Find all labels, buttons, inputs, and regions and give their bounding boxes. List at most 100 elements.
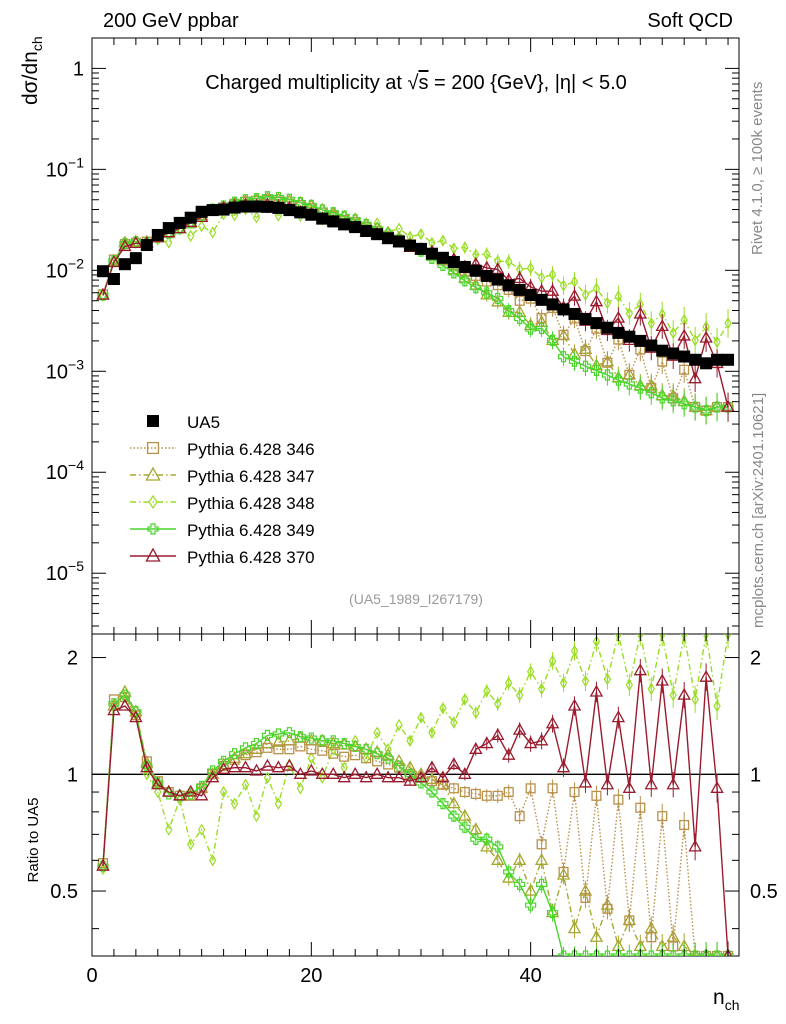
- data-point: [183, 784, 198, 797]
- data-point: [612, 950, 624, 956]
- y-tick-label-main: 10−5: [46, 558, 84, 585]
- data-point: [274, 797, 283, 810]
- data-point: [96, 858, 110, 871]
- data-point: [613, 794, 624, 805]
- data-point: [428, 726, 436, 739]
- data-point: [470, 833, 482, 845]
- data-point: [145, 547, 161, 562]
- y-tick-label-ratio: 0.5: [50, 881, 78, 903]
- data-point: [567, 921, 582, 934]
- data-point: [480, 736, 494, 749]
- legend-item-ua5: UA5: [147, 413, 220, 432]
- data-point: [284, 744, 295, 755]
- chart-title: Charged multiplicity at √s = 200 {GeV}, …: [205, 72, 627, 94]
- data-point: [634, 382, 646, 394]
- data-point: [701, 948, 711, 956]
- data-point: [197, 823, 206, 836]
- data-point: [712, 948, 722, 956]
- data-point: [148, 494, 158, 510]
- data-point: [699, 330, 713, 343]
- data-point: [261, 200, 274, 213]
- data-point: [447, 255, 460, 268]
- data-point: [241, 778, 250, 791]
- data-point: [656, 392, 668, 404]
- data-point: [197, 220, 206, 233]
- data-point: [558, 866, 569, 878]
- data-point: [492, 292, 504, 305]
- data-point: [545, 716, 560, 729]
- data-point: [623, 950, 635, 956]
- data-point: [534, 853, 549, 865]
- data-point: [350, 750, 361, 761]
- data-point: [669, 688, 677, 702]
- data-point: [154, 785, 162, 799]
- data-point: [700, 357, 713, 370]
- data-point: [548, 268, 557, 282]
- data-point: [239, 200, 252, 213]
- data-point: [578, 775, 593, 788]
- data-point: [667, 950, 679, 956]
- data-point: [691, 948, 700, 956]
- data-point: [305, 732, 317, 744]
- data-point: [349, 221, 362, 234]
- data-point: [602, 903, 613, 914]
- data-point: [614, 290, 623, 303]
- data-point: [151, 775, 165, 788]
- data-point: [647, 317, 655, 330]
- data-point: [339, 751, 350, 762]
- data-point: [480, 269, 493, 282]
- data-point: [557, 303, 570, 316]
- data-point: [656, 344, 669, 357]
- data-point: [239, 742, 252, 754]
- data-point: [603, 296, 612, 310]
- data-point: [272, 728, 285, 740]
- data-point: [483, 684, 491, 698]
- data-point: [404, 239, 417, 252]
- series-ua5: [96, 200, 735, 370]
- data-point: [437, 798, 449, 810]
- data-point: [316, 212, 329, 225]
- data-point: [688, 839, 702, 852]
- data-point: [147, 415, 159, 427]
- data-point: [470, 788, 481, 799]
- data-point: [689, 401, 701, 413]
- data-point: [271, 760, 286, 773]
- data-point: [414, 242, 427, 255]
- data-point: [173, 216, 186, 229]
- data-point: [371, 748, 383, 760]
- data-point: [318, 771, 326, 784]
- data-point: [667, 395, 679, 407]
- data-point: [567, 698, 582, 711]
- data-point: [505, 255, 513, 268]
- data-point: [512, 271, 527, 284]
- data-point: [260, 758, 275, 771]
- data-point: [426, 786, 438, 798]
- data-point: [186, 229, 195, 243]
- data-point: [458, 766, 472, 779]
- data-point: [689, 353, 702, 366]
- data-point: [240, 750, 251, 761]
- ratio-series-pythia-6.428-370: [96, 658, 733, 956]
- data-point: [625, 678, 634, 692]
- data-point: [569, 786, 580, 798]
- data-point: [436, 251, 449, 264]
- data-point: [263, 771, 272, 784]
- data-point: [601, 321, 614, 334]
- data-point: [592, 635, 601, 648]
- data-point: [360, 743, 372, 755]
- data-point: [581, 674, 590, 688]
- data-point: [679, 364, 690, 375]
- data-point: [119, 689, 131, 701]
- data-point: [559, 676, 568, 690]
- data-point: [140, 760, 154, 773]
- data-point: [238, 760, 253, 773]
- data-point: [228, 201, 241, 214]
- data-point: [393, 760, 405, 772]
- data-point: [145, 466, 161, 481]
- data-point: [459, 786, 470, 798]
- data-point: [547, 783, 558, 794]
- data-point: [713, 335, 721, 349]
- data-point: [590, 364, 603, 377]
- data-point: [129, 710, 143, 723]
- y-tick-label-ratio: 1: [67, 764, 78, 786]
